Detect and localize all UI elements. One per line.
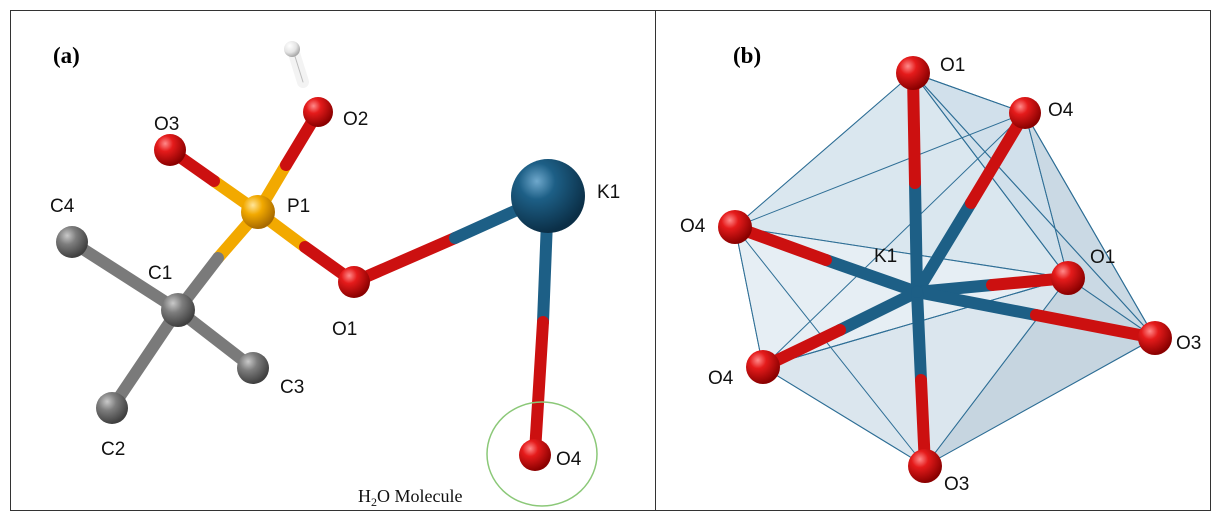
atom-label-o4-lower: O4 xyxy=(708,368,734,389)
atom-label-o4-upper: O4 xyxy=(1048,100,1074,121)
panel-b-frame xyxy=(655,10,1211,511)
atom-label-o1-right: O1 xyxy=(1090,247,1115,268)
coordination-polyhedron xyxy=(734,72,1156,467)
panel-a: (a) O3 O2 P1 C4 C1 O1 K1 C3 C2 O4 H2O Mo… xyxy=(50,41,620,509)
atom-label-k1: K1 xyxy=(874,246,897,267)
potassium-atom-k1-center xyxy=(911,286,923,298)
panel-b: (b) O1 O4 O4 K1 O1 O3 O4 O3 xyxy=(680,43,1201,495)
carbon-atom-c2 xyxy=(96,392,128,424)
caption-prefix: H xyxy=(358,486,371,506)
atom-label-c3: C3 xyxy=(280,377,304,398)
hydrogen-atom-h2 xyxy=(284,41,300,57)
atom-label-c1: C1 xyxy=(148,263,172,284)
atom-label-p1: P1 xyxy=(287,196,310,217)
atom-label-o3: O3 xyxy=(154,114,179,135)
oxygen-atom-o3-right xyxy=(1138,321,1172,355)
oxygen-atom-o2 xyxy=(303,97,333,127)
atom-label-c4: C4 xyxy=(50,196,75,217)
oxygen-atom-o1 xyxy=(338,266,370,298)
phosphorus-atom-p1 xyxy=(241,195,275,229)
atom-label-o3-right: O3 xyxy=(1176,333,1201,354)
water-molecule-ring xyxy=(486,401,598,507)
oxygen-atom-o3 xyxy=(154,134,186,166)
oxygen-atom-o4-upper xyxy=(1009,97,1041,129)
panel-a-tag: (a) xyxy=(53,43,80,68)
oxygen-atom-o4-left xyxy=(718,210,752,244)
carbon-atom-c4 xyxy=(56,226,88,258)
atom-label-o3-bottom: O3 xyxy=(944,474,969,495)
oxygen-atom-o1-right xyxy=(1051,261,1085,295)
caption-suffix: O Molecule xyxy=(377,486,462,506)
oxygen-atom-o3-bottom xyxy=(908,449,942,483)
oxygen-atom-o4 xyxy=(519,439,551,471)
atom-label-o4: O4 xyxy=(556,449,582,470)
atom-label-k1: K1 xyxy=(597,182,620,203)
carbon-atom-c1 xyxy=(161,293,195,327)
atom-label-o1-top: O1 xyxy=(940,55,965,76)
caption-subscript: 2 xyxy=(371,495,377,509)
atom-label-o2: O2 xyxy=(343,109,368,130)
atom-label-o1: O1 xyxy=(332,319,357,340)
carbon-atom-c3 xyxy=(237,352,269,384)
oxygen-atom-o1-top xyxy=(896,56,930,90)
water-molecule-caption: H2O Molecule xyxy=(358,486,462,509)
atom-label-o4-left: O4 xyxy=(680,216,706,237)
oxygen-atom-o4-lower xyxy=(746,350,780,384)
atom-label-c2: C2 xyxy=(101,439,125,460)
potassium-atom-k1 xyxy=(511,159,585,233)
panel-b-tag: (b) xyxy=(733,43,761,68)
